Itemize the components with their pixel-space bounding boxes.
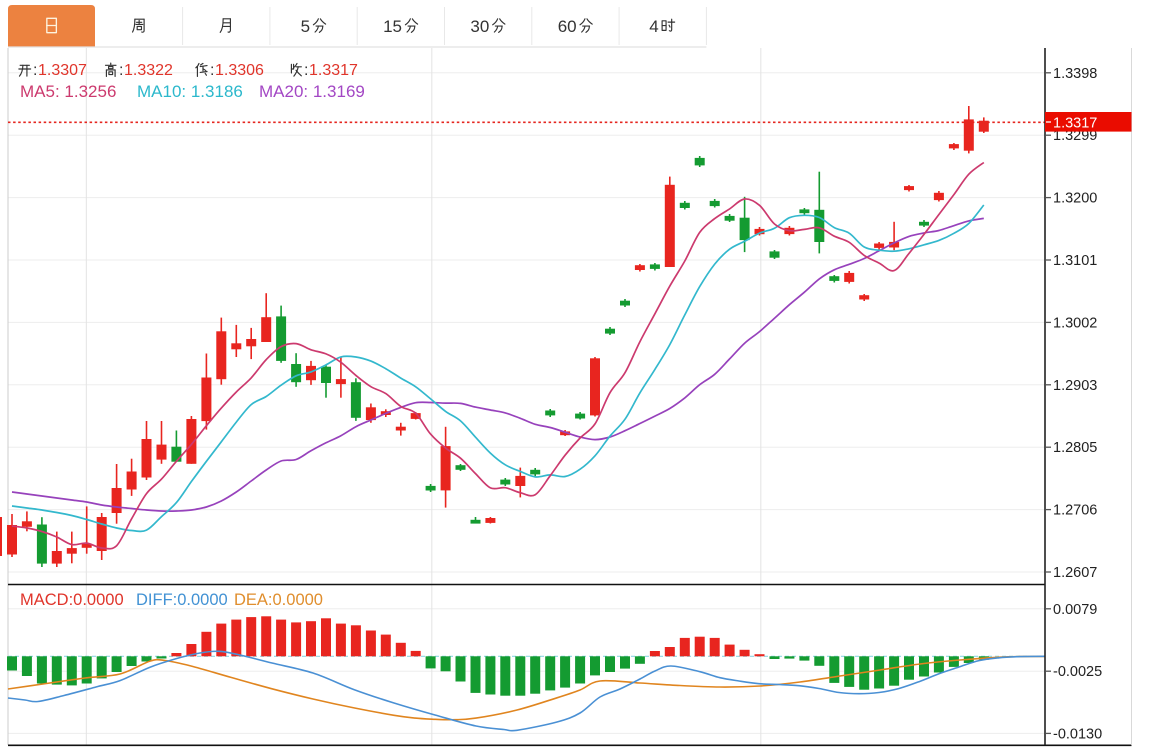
svg-text:1.3322: 1.3322 xyxy=(124,62,173,79)
svg-text:MACD:0.0000: MACD:0.0000 xyxy=(20,591,124,609)
svg-text::: : xyxy=(119,62,123,79)
svg-text:1.2805: 1.2805 xyxy=(1053,440,1097,456)
svg-text:DIFF:0.0000: DIFF:0.0000 xyxy=(136,591,228,609)
svg-text:1.3002: 1.3002 xyxy=(1053,315,1097,331)
svg-text:MA20: 1.3169: MA20: 1.3169 xyxy=(259,82,365,101)
svg-text:1.2706: 1.2706 xyxy=(1053,503,1097,519)
svg-text:1.2903: 1.2903 xyxy=(1053,378,1097,394)
svg-text:1.2607: 1.2607 xyxy=(1053,565,1097,581)
svg-text:-0.0130: -0.0130 xyxy=(1053,726,1102,742)
svg-text:1.3200: 1.3200 xyxy=(1053,191,1097,207)
svg-text:1.3317: 1.3317 xyxy=(309,62,358,79)
svg-text:15: 15 xyxy=(383,17,402,36)
svg-text:MA5: 1.3256: MA5: 1.3256 xyxy=(20,82,116,101)
svg-text::: : xyxy=(210,62,214,79)
svg-text:1.3317: 1.3317 xyxy=(1053,115,1097,131)
svg-text:DEA:0.0000: DEA:0.0000 xyxy=(234,591,323,609)
svg-text:0.0079: 0.0079 xyxy=(1053,602,1097,618)
svg-text:1.3398: 1.3398 xyxy=(1053,66,1097,82)
svg-text:5: 5 xyxy=(301,17,310,36)
svg-text:1.3306: 1.3306 xyxy=(215,62,264,79)
svg-text:4: 4 xyxy=(649,17,658,36)
svg-text:1.3307: 1.3307 xyxy=(38,62,87,79)
svg-text::: : xyxy=(33,62,37,79)
svg-text:1.3101: 1.3101 xyxy=(1053,253,1097,269)
svg-text:30: 30 xyxy=(470,17,489,36)
svg-text:60: 60 xyxy=(558,17,577,36)
svg-text:MA10: 1.3186: MA10: 1.3186 xyxy=(137,82,243,101)
svg-text:1.3299: 1.3299 xyxy=(1053,128,1097,144)
svg-text:-0.0025: -0.0025 xyxy=(1053,664,1102,680)
svg-text::: : xyxy=(304,62,308,79)
